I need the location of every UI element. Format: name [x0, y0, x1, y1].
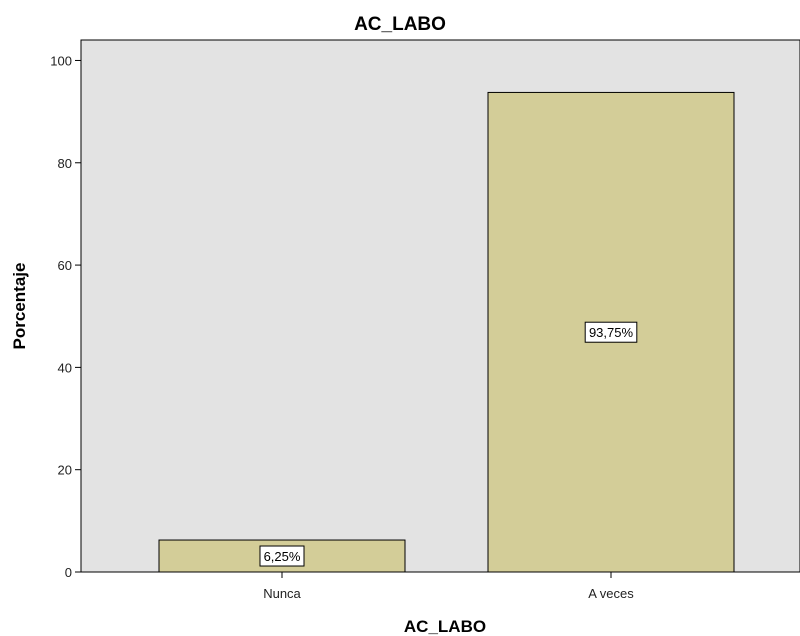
data-label: 6,25%	[264, 549, 301, 564]
y-axis-title: Porcentaje	[10, 263, 29, 350]
x-axis-title: AC_LABO	[404, 617, 486, 636]
data-label-box	[584, 321, 638, 343]
y-tick-label: 0	[65, 565, 72, 580]
data-label-box	[259, 545, 305, 567]
y-tick-label: 20	[58, 463, 72, 478]
y-tick-label: 60	[58, 258, 72, 273]
y-tick-label: 80	[58, 156, 72, 171]
x-tick-label: Nunca	[263, 586, 301, 601]
y-tick-label: 40	[58, 360, 72, 375]
data-label: 93,75%	[589, 325, 634, 340]
y-tick-label: 100	[50, 53, 72, 68]
x-tick-label: A veces	[588, 586, 634, 601]
chart-title: AC_LABO	[354, 14, 446, 35]
